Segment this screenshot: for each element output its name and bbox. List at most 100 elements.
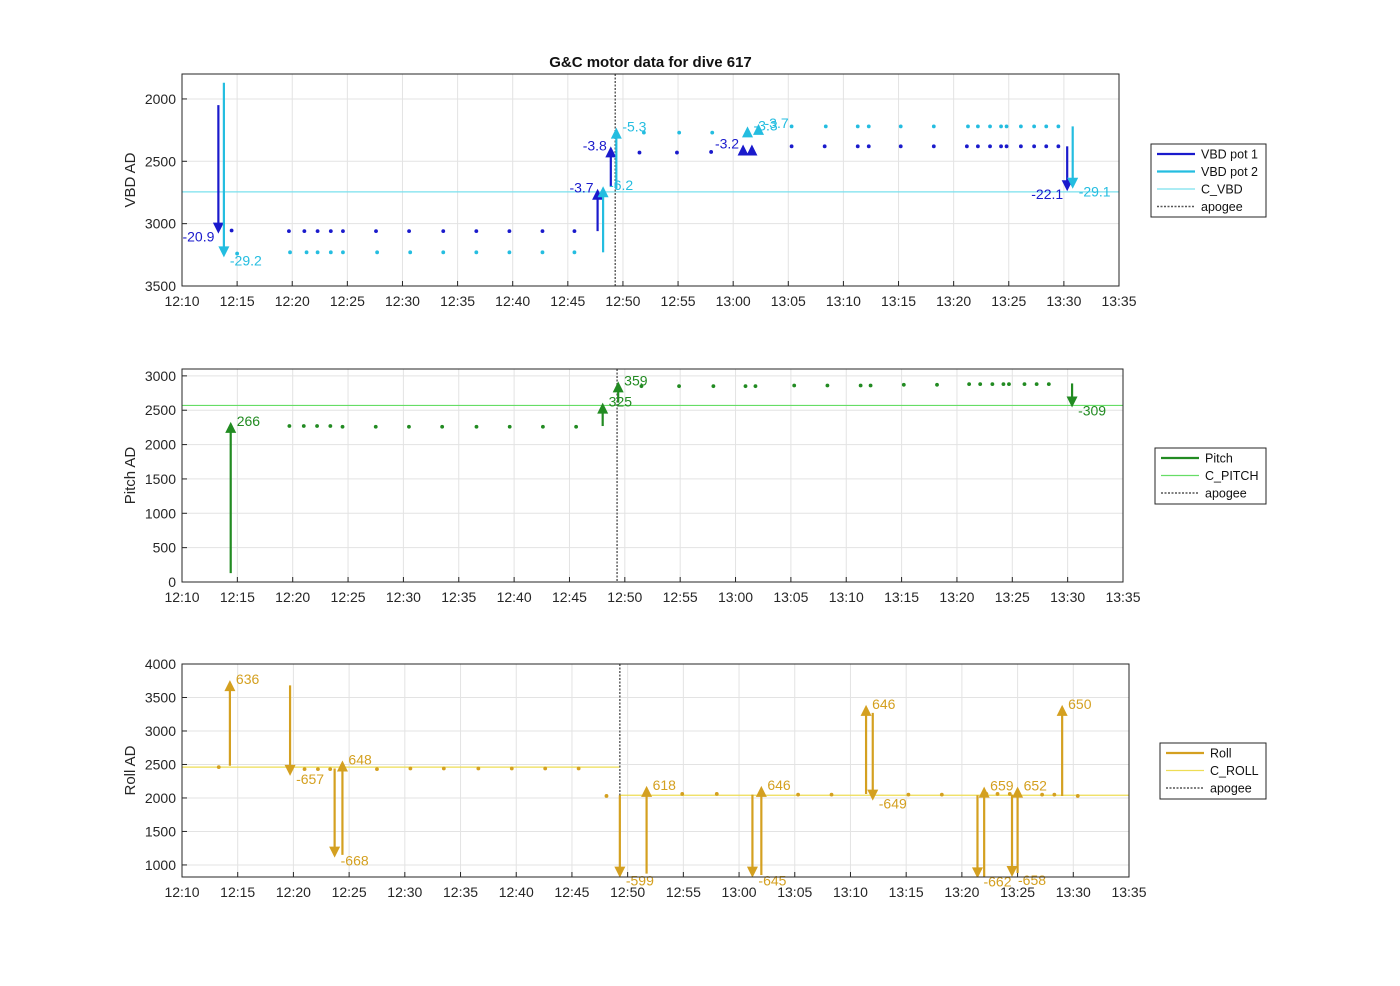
legend-label: C_PITCH (1205, 469, 1258, 483)
move-arrow-head (978, 786, 990, 798)
data-point (1056, 144, 1061, 149)
move-arrow-head (225, 421, 237, 433)
x-tick-label: 13:10 (833, 884, 868, 900)
data-point (576, 766, 581, 771)
data-point (753, 384, 758, 389)
data-point (931, 124, 936, 129)
data-point (680, 792, 685, 796)
move-label: -29.1 (1079, 184, 1111, 200)
move-arrow-head (336, 760, 348, 772)
x-tick-label: 13:15 (889, 884, 924, 900)
x-tick-label: 13:15 (884, 589, 919, 605)
data-point (1007, 382, 1011, 387)
x-tick-label: 13:05 (773, 589, 808, 605)
x-tick-label: 13:00 (722, 884, 757, 900)
legend-box (1150, 143, 1267, 218)
move-label: -22.1 (1031, 186, 1063, 202)
data-point (1034, 382, 1039, 387)
y-tick-label: 2500 (145, 402, 176, 418)
data-point (988, 124, 992, 129)
move-label: -3.7 (569, 180, 593, 196)
move-label: -3.2 (715, 135, 739, 151)
data-point (1046, 382, 1051, 387)
move-arrow-head (641, 785, 653, 797)
data-point (474, 250, 479, 255)
data-layer (182, 369, 1123, 582)
x-tick-label: 13:00 (716, 293, 751, 309)
data-point (509, 766, 514, 771)
y-tick-label: 2000 (145, 437, 176, 453)
move-label: 618 (653, 777, 677, 793)
data-point (714, 792, 719, 796)
data-point (792, 383, 797, 388)
data-point (935, 382, 939, 387)
data-point (287, 424, 292, 428)
data-point (855, 144, 860, 149)
axes-frame (181, 73, 1120, 287)
move-arrow-head (1012, 786, 1024, 798)
x-tick-label: 12:50 (610, 884, 645, 900)
move-arrow-head (614, 866, 626, 877)
x-tick-label: 13:10 (829, 589, 864, 605)
plot-area (182, 74, 1119, 286)
move-label: 659 (990, 778, 1014, 794)
data-point (229, 228, 234, 233)
x-tick-label: 12:30 (385, 293, 420, 309)
data-point (975, 144, 980, 149)
legend-label: apogee (1210, 782, 1252, 796)
data-point (507, 424, 512, 429)
data-point (1052, 792, 1057, 797)
x-tick-label: 13:05 (777, 884, 812, 900)
data-point (476, 766, 481, 771)
data-point (677, 384, 681, 389)
x-tick-label: 12:40 (497, 589, 532, 605)
legend-label: Roll (1210, 747, 1232, 761)
axes-frame (181, 368, 1124, 583)
x-tick-label: 13:25 (991, 293, 1026, 309)
chart-title: G&C motor data for dive 617 (549, 54, 752, 71)
y-tick-label: 1500 (145, 471, 176, 487)
move-arrow-head (742, 126, 754, 138)
x-tick-label: 12:45 (552, 589, 587, 605)
y-axis-label: Roll AD (122, 745, 139, 795)
data-point (675, 150, 679, 155)
y-tick-label: 500 (153, 540, 177, 556)
chart-panel-3: 12:10 12:15 12:20 12:25 12:30 12:35 12:40 12:45… (122, 656, 1267, 900)
data-point (574, 424, 579, 429)
data-point (822, 144, 827, 149)
data-point (789, 124, 794, 129)
data-point (301, 424, 306, 428)
x-tick-label: 12:50 (605, 293, 640, 309)
data-point (1056, 124, 1061, 129)
data-point (1032, 124, 1037, 129)
data-point (988, 144, 992, 149)
data-point (474, 424, 479, 429)
y-tick-label: 2000 (145, 790, 176, 806)
move-label: -657 (296, 771, 324, 787)
x-tick-label: 12:10 (164, 589, 199, 605)
data-point (341, 229, 345, 234)
legend-label: C_ROLL (1210, 764, 1259, 778)
move-label: 325 (609, 394, 633, 410)
move-arrow-head (746, 144, 758, 156)
data-point (825, 383, 830, 388)
move-label: -6.2 (609, 177, 633, 193)
data-point (441, 766, 446, 771)
y-tick-label: 2500 (145, 153, 176, 169)
y-tick-label: 2500 (145, 756, 176, 772)
x-tick-label: 13:05 (771, 293, 806, 309)
move-label: 648 (348, 751, 372, 767)
data-point (999, 144, 1003, 149)
x-tick-label: 12:20 (276, 884, 311, 900)
x-tick-label: 13:10 (826, 293, 861, 309)
move-label: 652 (1024, 778, 1048, 794)
move-label: -309 (1078, 402, 1106, 418)
data-point (287, 229, 291, 234)
move-label: -20.9 (182, 229, 214, 245)
data-point (710, 130, 715, 135)
data-point (235, 251, 240, 256)
data-point (302, 229, 307, 234)
data-point (315, 424, 319, 428)
